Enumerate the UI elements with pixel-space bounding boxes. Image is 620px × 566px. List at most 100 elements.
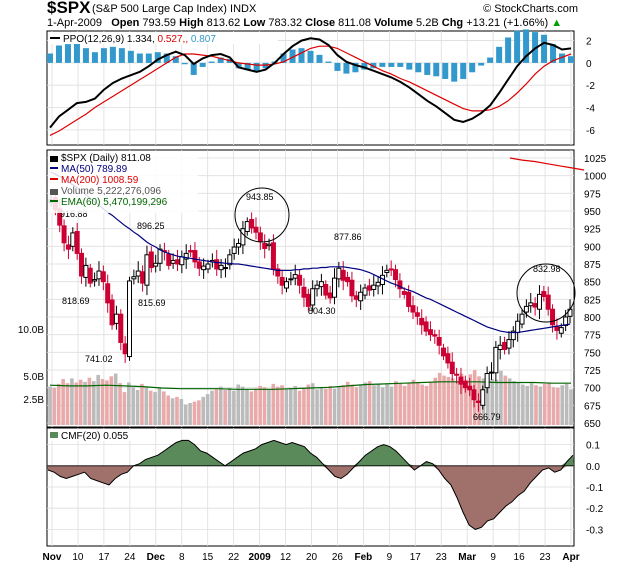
ppo-histogram-bar	[505, 37, 512, 63]
ppo-histogram-bar	[550, 44, 557, 63]
candle-body	[100, 271, 106, 283]
candle-body	[563, 316, 569, 326]
candle-body	[127, 280, 133, 358]
ppo-histogram-bar	[280, 53, 287, 63]
up-arrow-icon: ▲	[551, 17, 563, 29]
ppo-histogram-bar	[352, 62, 359, 73]
volume-bar	[402, 385, 407, 425]
ppo-histogram-bar	[343, 62, 350, 74]
candle-body	[323, 283, 329, 296]
candle-body	[140, 271, 146, 284]
cmf-legend-bg	[48, 429, 138, 441]
candle-body	[314, 284, 320, 290]
cmf-axis-label: 0.1	[586, 441, 600, 452]
ppo-histogram-bar	[559, 53, 566, 63]
price-annotation: 943.85	[246, 192, 274, 202]
candle-body	[567, 308, 573, 317]
candle-body	[109, 299, 115, 326]
ppo-histogram-bar	[208, 61, 215, 63]
price-annotation: 815.69	[138, 298, 166, 308]
volume-bar	[310, 383, 315, 425]
ppo-histogram-bar	[496, 46, 503, 63]
price-axis-label: 1000	[584, 172, 607, 183]
volume-bar	[91, 381, 96, 425]
ppo-histogram-bar	[523, 29, 530, 63]
price-axis-label: 650	[584, 419, 601, 430]
volume-bar	[324, 388, 328, 425]
ppo-histogram-bar	[82, 48, 89, 63]
volume-bar	[398, 383, 403, 425]
candle-body	[471, 389, 477, 401]
candle-body	[179, 256, 185, 266]
candle-body	[462, 380, 468, 389]
volume-bar	[376, 383, 381, 425]
candle-body	[375, 281, 381, 287]
candle-body	[349, 279, 355, 297]
ppo-histogram-bar	[73, 42, 80, 63]
volume-bar	[424, 385, 429, 425]
volume-bar	[420, 384, 424, 425]
price-axis-label: 925	[584, 225, 601, 236]
ppo-line	[49, 37, 572, 129]
ppo-axis-label: 2	[586, 37, 592, 48]
volume-bar	[70, 378, 74, 425]
volume-bar	[354, 387, 359, 425]
candle-body	[201, 265, 207, 271]
candle-body	[414, 312, 420, 317]
volume-bar	[538, 386, 543, 425]
candle-body	[318, 281, 324, 288]
ppo-histogram-bar	[388, 62, 395, 67]
volume-bar	[499, 370, 503, 425]
ppo-axis-label: -2	[586, 81, 595, 92]
cmf-axis-label: -0.3	[586, 525, 604, 536]
candle-body	[393, 269, 399, 281]
volume-bar	[48, 386, 52, 425]
price-annotation: 896.25	[137, 221, 165, 231]
candle-body	[480, 389, 486, 406]
candle-body	[401, 291, 407, 295]
x-tick-label: Apr	[562, 552, 579, 563]
candle-body	[174, 259, 180, 265]
candle-body	[384, 269, 390, 273]
volume-bar	[293, 385, 297, 425]
candle-body	[288, 278, 294, 281]
candle-body	[113, 313, 119, 324]
volume-bar	[118, 383, 122, 425]
ppo-histogram-bar	[199, 62, 206, 67]
x-tick-label: Feb	[355, 552, 373, 563]
volume-bar	[556, 387, 560, 425]
ppo-histogram-bar	[289, 49, 296, 63]
candle-body	[279, 276, 285, 286]
volume-axis-label: 5.0B	[23, 372, 44, 383]
candle-body	[244, 221, 250, 232]
volume-bar	[394, 381, 398, 425]
volume-bar	[105, 380, 109, 425]
volume-bar	[525, 385, 530, 425]
candle-body	[192, 250, 198, 263]
candle-body	[532, 303, 538, 308]
candle-body	[153, 262, 159, 267]
volume-bar	[192, 401, 197, 425]
volume-bar	[486, 377, 490, 425]
candle-body	[170, 259, 176, 264]
quote-line: 1-Apr-2009 Open 793.59 High 813.62 Low 7…	[47, 17, 563, 29]
volume-bar	[288, 387, 293, 425]
candle-body	[449, 361, 455, 375]
legend-swatch	[50, 178, 58, 180]
price-annotation: 818.69	[62, 296, 90, 306]
ppo-histogram-bar	[136, 53, 143, 63]
ppo-legend: PPO(12,26,9) 1.334, 0.527,, 0.807	[63, 34, 216, 45]
ppo-histogram-bar	[253, 62, 260, 71]
volume-bar	[280, 385, 284, 425]
candle-body	[432, 334, 438, 337]
ppo-histogram-bar	[109, 46, 116, 63]
candle-body	[166, 253, 172, 266]
ppo-histogram-bar	[514, 30, 521, 63]
x-tick-label: 9	[490, 552, 496, 563]
price-axis-label: 825	[584, 295, 601, 306]
volume-bar	[218, 386, 223, 425]
candle-body	[227, 254, 233, 266]
legend-swatch	[50, 156, 58, 162]
price-axis-label: 950	[584, 207, 601, 218]
price-axis-label: 725	[584, 366, 601, 377]
